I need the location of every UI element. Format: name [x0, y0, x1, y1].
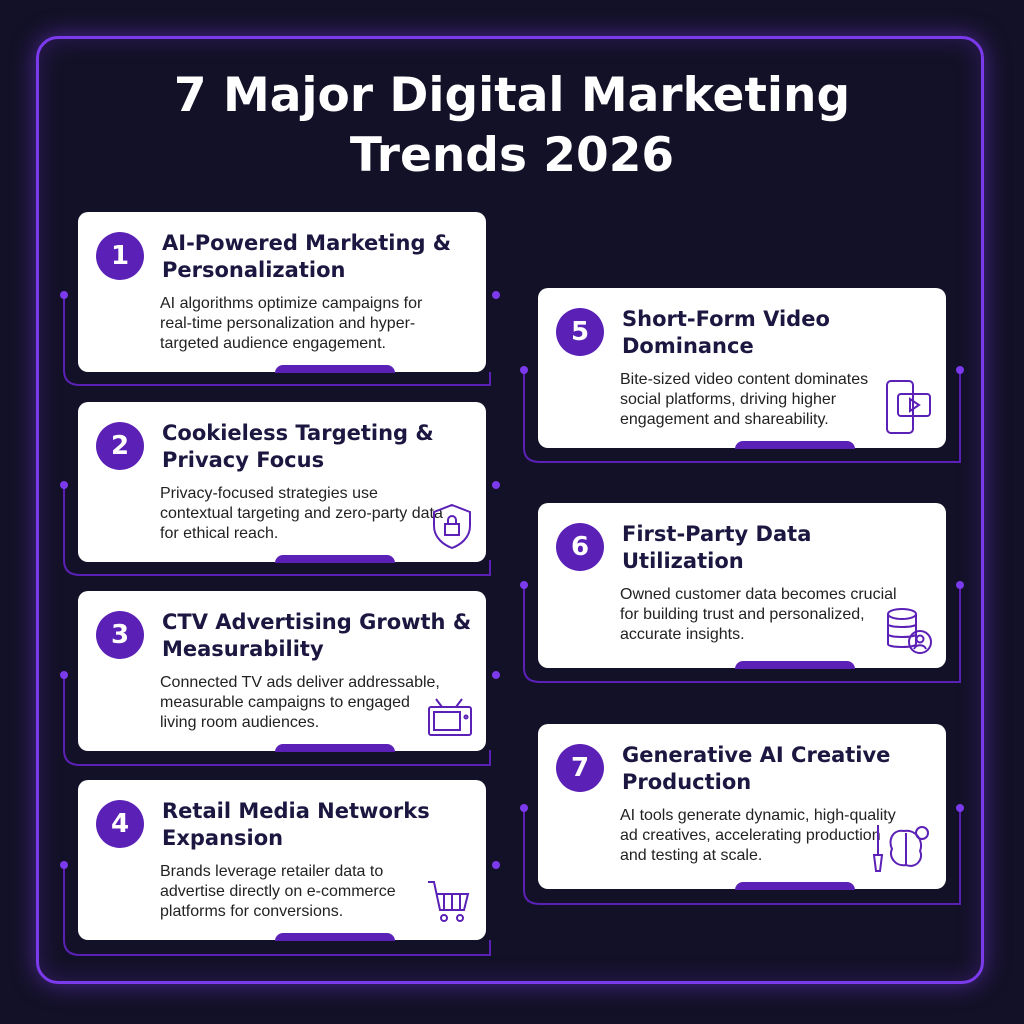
- card-description: Brands leverage retailer data to adverti…: [160, 863, 396, 920]
- card-description: Connected TV ads deliver addressable, me…: [160, 674, 440, 731]
- trend-card: 1 AI-Powered Marketing & Personalization…: [78, 212, 486, 373]
- card-tab: [275, 365, 395, 373]
- card-description: Privacy-focused strategies use contextua…: [160, 485, 443, 542]
- cart-icon: [428, 881, 470, 922]
- card-number: 3: [96, 611, 144, 659]
- card-tab: [275, 933, 395, 941]
- card-title: Generative AI Creative Production: [622, 743, 891, 794]
- trend-card: 4 Retail Media Networks Expansion Brands…: [78, 780, 486, 941]
- card-tab: [735, 661, 855, 669]
- video-phone-icon: [886, 380, 931, 434]
- card-description: AI algorithms optimize campaigns for rea…: [160, 295, 423, 352]
- card-tab: [735, 441, 855, 449]
- card-description: AI tools generate dynamic, high-quality …: [620, 807, 896, 864]
- card-number: 7: [556, 744, 604, 792]
- card-number: 6: [556, 523, 604, 571]
- trend-card: 2 Cookieless Targeting & Privacy Focus P…: [78, 402, 486, 563]
- shield-lock-icon: [433, 503, 471, 550]
- card-description: Bite-sized video content dominates socia…: [620, 371, 869, 428]
- card-title: First-Party Data Utilization: [622, 522, 812, 573]
- card-title: AI-Powered Marketing & Personalization: [162, 231, 452, 282]
- card-tab: [275, 555, 395, 563]
- card-title: Cookieless Targeting & Privacy Focus: [162, 421, 434, 472]
- card-number: 4: [96, 800, 144, 848]
- frame: [36, 36, 984, 984]
- card-number: 2: [96, 422, 144, 470]
- card-title: Retail Media Networks Expansion: [162, 799, 430, 850]
- tv-icon: [428, 698, 472, 736]
- card-title: CTV Advertising Growth & Measurability: [162, 610, 472, 661]
- brain-brush-icon: [872, 825, 929, 872]
- trend-card: 5 Short-Form Video Dominance Bite-sized …: [538, 288, 946, 449]
- card-tab: [735, 882, 855, 890]
- page-title: 7 Major Digital Marketing Trends 2026: [173, 68, 851, 183]
- trend-card: 7 Generative AI Creative Production AI t…: [538, 724, 946, 890]
- trend-card: 6 First-Party Data Utilization Owned cus…: [538, 503, 946, 669]
- database-user-icon: [887, 608, 932, 654]
- card-tab: [275, 744, 395, 752]
- card-description: Owned customer data becomes crucial for …: [620, 586, 897, 643]
- trend-card: 3 CTV Advertising Growth & Measurability…: [78, 591, 486, 752]
- card-number: 1: [96, 232, 144, 280]
- card-number: 5: [556, 308, 604, 356]
- card-title: Short-Form Video Dominance: [622, 307, 830, 358]
